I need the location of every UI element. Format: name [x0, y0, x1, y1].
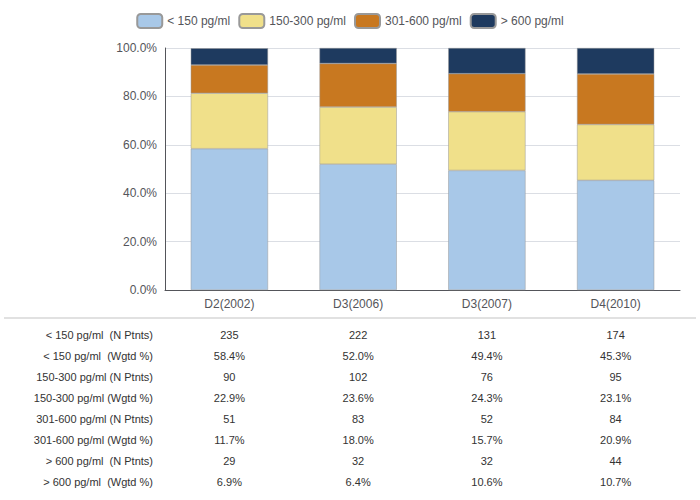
svg-text:10.6%: 10.6%: [471, 476, 502, 488]
svg-text:150-300 pg/ml (N Ptnts): 150-300 pg/ml (N Ptnts): [36, 371, 153, 383]
svg-text:D2(2002): D2(2002): [204, 297, 254, 311]
svg-text:301-600 pg/ml (Wgtd %): 301-600 pg/ml (Wgtd %): [34, 434, 153, 446]
svg-text:44: 44: [610, 455, 622, 467]
svg-text:58.4%: 58.4%: [214, 350, 245, 362]
svg-text:< 150 pg/ml (N Ptnts): < 150 pg/ml (N Ptnts): [46, 329, 153, 341]
svg-text:301-600 pg/ml (N Ptnts): 301-600 pg/ml (N Ptnts): [36, 413, 153, 425]
svg-text:84: 84: [610, 413, 622, 425]
svg-text:24.3%: 24.3%: [471, 392, 502, 404]
svg-text:D3(2006): D3(2006): [333, 297, 383, 311]
svg-text:< 150 pg/ml (Wgtd %): < 150 pg/ml (Wgtd %): [43, 350, 153, 362]
svg-text:235: 235: [220, 329, 238, 341]
svg-text:> 600 pg/ml (Wgtd %): > 600 pg/ml (Wgtd %): [43, 476, 153, 488]
svg-text:102: 102: [349, 371, 367, 383]
svg-text:40.0%: 40.0%: [123, 186, 157, 200]
svg-text:131: 131: [478, 329, 496, 341]
svg-text:10.7%: 10.7%: [600, 476, 631, 488]
svg-text:18.0%: 18.0%: [343, 434, 374, 446]
svg-text:20.0%: 20.0%: [123, 235, 157, 249]
svg-text:32: 32: [481, 455, 493, 467]
svg-text:29: 29: [223, 455, 235, 467]
svg-text:11.7%: 11.7%: [214, 434, 245, 446]
svg-text:150-300 pg/ml: 150-300 pg/ml: [269, 14, 346, 28]
svg-text:> 600 pg/ml: > 600 pg/ml: [501, 14, 564, 28]
svg-text:0.0%: 0.0%: [130, 283, 158, 297]
svg-text:52.0%: 52.0%: [343, 350, 374, 362]
svg-text:174: 174: [606, 329, 624, 341]
svg-text:20.9%: 20.9%: [600, 434, 631, 446]
svg-text:32: 32: [352, 455, 364, 467]
svg-text:15.7%: 15.7%: [471, 434, 502, 446]
svg-text:83: 83: [352, 413, 364, 425]
svg-text:< 150 pg/ml: < 150 pg/ml: [167, 14, 230, 28]
svg-text:90: 90: [223, 371, 235, 383]
svg-text:> 600 pg/ml (N Ptnts): > 600 pg/ml (N Ptnts): [46, 455, 153, 467]
svg-text:60.0%: 60.0%: [123, 138, 157, 152]
svg-text:D3(2007): D3(2007): [462, 297, 512, 311]
svg-text:22.9%: 22.9%: [214, 392, 245, 404]
svg-text:52: 52: [481, 413, 493, 425]
svg-text:49.4%: 49.4%: [471, 350, 502, 362]
svg-text:23.1%: 23.1%: [600, 392, 631, 404]
svg-text:51: 51: [223, 413, 235, 425]
svg-text:95: 95: [610, 371, 622, 383]
svg-text:D4(2010): D4(2010): [591, 297, 641, 311]
svg-text:222: 222: [349, 329, 367, 341]
svg-text:6.9%: 6.9%: [217, 476, 242, 488]
svg-text:80.0%: 80.0%: [123, 89, 157, 103]
svg-text:150-300 pg/ml (Wgtd %): 150-300 pg/ml (Wgtd %): [34, 392, 153, 404]
svg-text:76: 76: [481, 371, 493, 383]
svg-text:6.4%: 6.4%: [346, 476, 371, 488]
svg-text:45.3%: 45.3%: [600, 350, 631, 362]
svg-text:23.6%: 23.6%: [343, 392, 374, 404]
svg-text:100.0%: 100.0%: [116, 41, 157, 55]
svg-text:301-600 pg/ml: 301-600 pg/ml: [385, 14, 462, 28]
